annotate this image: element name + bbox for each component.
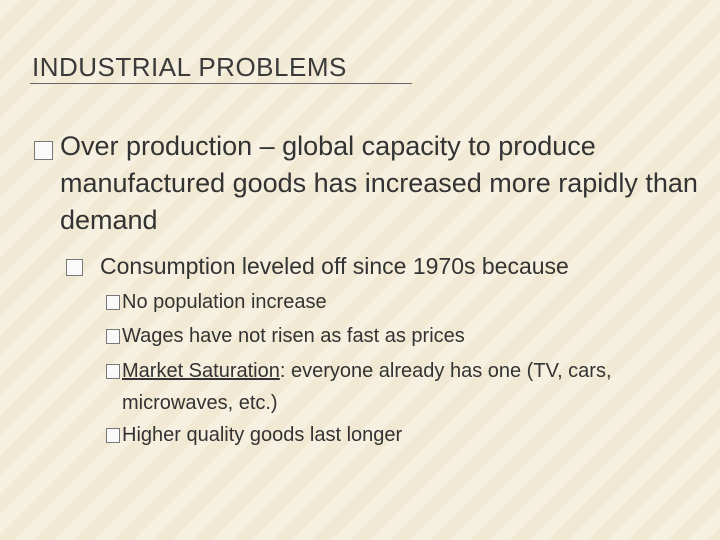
bullet-text: Higher quality goods last longer	[122, 424, 403, 446]
slide-title: INDUSTRIAL PROBLEMS	[32, 52, 347, 82]
bullet-icon	[106, 364, 120, 379]
bullet-icon	[106, 329, 120, 344]
bullet-icon	[106, 428, 120, 443]
title-rule	[30, 83, 412, 84]
bullet-icon	[66, 259, 83, 276]
bullet-text: No population increase	[122, 291, 327, 313]
bullet-icon	[34, 141, 53, 160]
bullet-text: : everyone already has one (TV, cars, mi…	[122, 360, 612, 414]
bullet-text: Consumption leveled off since 1970s beca…	[100, 253, 569, 279]
bullet-term: Market Saturation	[122, 360, 280, 382]
bullet-text: Market Saturation: everyone already has …	[122, 355, 682, 419]
bullet-text: Wages have not risen as fast as prices	[122, 325, 465, 347]
bullet-text: Over production – global capacity to pro…	[60, 131, 698, 235]
bullet-icon	[106, 295, 120, 310]
